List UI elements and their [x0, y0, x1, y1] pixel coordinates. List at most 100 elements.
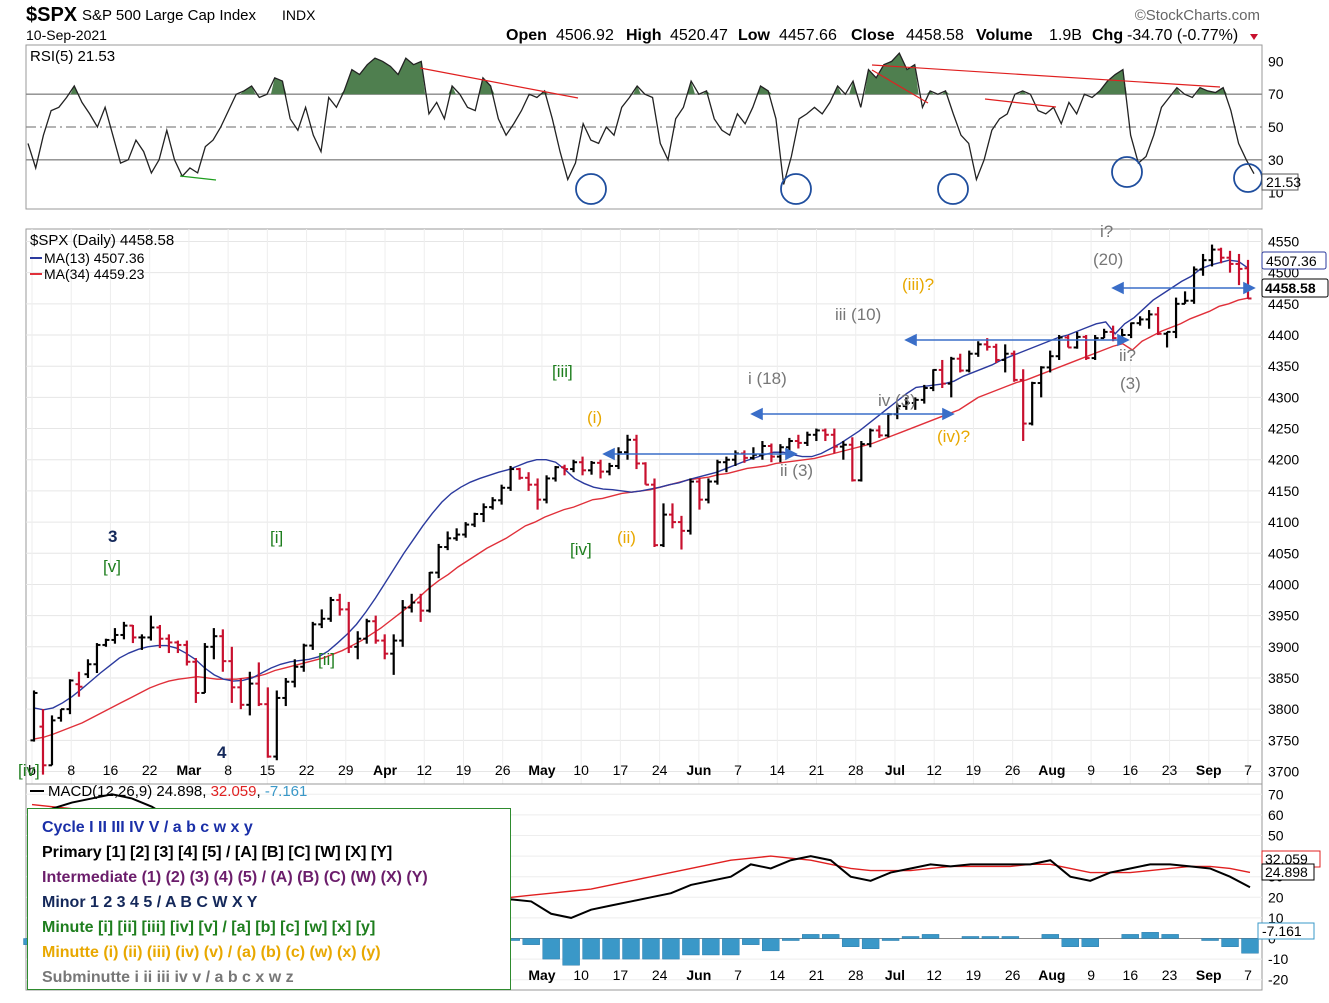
macd-tick-label: 50	[1268, 828, 1284, 844]
rsi-overbought-fill	[70, 86, 79, 95]
rsi-overbought-fill	[687, 81, 695, 95]
rsi-overbought-fill	[1018, 90, 1027, 95]
wave-label-v-minute: [v]	[103, 557, 121, 576]
low-value: 4457.66	[779, 27, 837, 44]
x-tick-label: Jun	[686, 762, 711, 778]
macd-x-tick-label: 7	[734, 967, 742, 983]
chg-label: Chg	[1092, 27, 1123, 44]
price-tick-label: 3800	[1268, 701, 1299, 717]
close-label: Close	[851, 27, 895, 44]
chg-value: -34.70 (-0.77%)	[1127, 27, 1238, 44]
macd-x-tick-label: 10	[573, 967, 589, 983]
rsi-overbought-fill	[849, 81, 857, 95]
legend-line-minutte: Minutte (i) (ii) (iii) (iv) (v) / (a) (b…	[42, 944, 381, 961]
wave-label-iv-minute-left: [iv]	[18, 761, 40, 780]
rsi-overbought-fill	[864, 53, 919, 95]
legend-line-subminutte: Subminutte i ii iii iv v / a b c x w z	[42, 969, 294, 986]
wave-label-ii-q: ii?	[1119, 346, 1136, 365]
x-tick-label: May	[528, 762, 555, 778]
macd-x-tick-label: 26	[1005, 967, 1021, 983]
legend-line-intermediate: Intermediate (1) (2) (3) (4) (5) / (A) (…	[42, 869, 428, 886]
price-frame	[25, 228, 1263, 785]
macd-x-tick-label: 21	[809, 967, 825, 983]
rsi-divergence-line-1	[419, 67, 579, 99]
x-tick-label: 26	[495, 762, 511, 778]
oversold-circle-4	[1111, 156, 1143, 188]
macd-x-tick-label: 24	[652, 967, 668, 983]
macd-histogram-bar	[841, 938, 860, 947]
x-tick-label: 16	[1123, 762, 1139, 778]
rsi-tick-label: 30	[1268, 152, 1284, 168]
x-tick-label: 17	[613, 762, 629, 778]
macd-histogram-bar	[881, 938, 900, 941]
legend-line-cycle: Cycle I II III IV V / a b c w x y	[42, 819, 253, 836]
wave-label-i18: i (18)	[748, 369, 787, 388]
legend-line-primary: Primary [1] [2] [3] [4] [5] / [A] [B] [C…	[42, 844, 393, 861]
wave-label-iii-minute: [iii]	[552, 362, 573, 381]
ma13-legend: MA(13) 4507.36	[44, 250, 145, 266]
arrow-head-3b	[1117, 333, 1130, 347]
x-tick-label: 12	[416, 762, 432, 778]
open-value: 4506.92	[556, 27, 614, 44]
macd-histogram-bar	[522, 938, 540, 945]
ma34-legend: MA(34) 4459.23	[44, 266, 145, 282]
macd-x-tick-label: Sep	[1196, 967, 1222, 983]
macd-x-tick-label: 19	[966, 967, 982, 983]
down-triangle-icon	[1250, 34, 1258, 40]
macd-histogram-bar	[542, 938, 560, 960]
ma13-value-label: 4507.36	[1266, 253, 1317, 269]
x-tick-label: 12	[926, 762, 942, 778]
rsi-annotations	[179, 64, 1263, 205]
macd-x-tick-label: 16	[1123, 967, 1139, 983]
macd-histogram-bar	[682, 938, 700, 956]
macd-histogram-bar	[981, 936, 1000, 939]
arrow-head-1a	[602, 447, 615, 461]
macd-histogram-bar	[921, 934, 940, 939]
price-tick-label: 4450	[1268, 296, 1299, 312]
rsi-overbought-fill	[479, 77, 495, 95]
wave-label-minor-3: 3	[108, 527, 117, 546]
chart-source: ©StockCharts.com	[1135, 7, 1260, 24]
price-tick-label: 4550	[1268, 233, 1299, 249]
macd-x-tick-label: Aug	[1038, 967, 1065, 983]
oversold-circle-2	[780, 173, 812, 205]
chart-date: 10-Sep-2021	[26, 27, 107, 43]
price-tick-label: 4400	[1268, 327, 1299, 343]
high-label: High	[626, 27, 662, 44]
rsi-divergence-line-4	[984, 98, 1057, 108]
rsi-divergence-line-2	[871, 64, 1221, 88]
macd-tick-label: -20	[1268, 972, 1288, 988]
price-panel: 4550450044504400435043004250420041504100…	[18, 222, 1329, 785]
x-tick-label: 8	[224, 762, 232, 778]
rsi-overbought-fill	[1095, 69, 1127, 95]
macd-histogram-bar	[1121, 934, 1139, 939]
macd-histogram-bar	[1061, 938, 1079, 947]
x-tick-label: Apr	[373, 762, 398, 778]
open-label: Open	[506, 27, 547, 44]
macd-histogram-bar	[702, 938, 720, 956]
chart-symbol: $SPX	[26, 4, 78, 26]
wave-labels: i (18) ii (3) iii (10) iv (3) i? (20) ii…	[18, 222, 1141, 780]
wave-label-ii-minute: [ii]	[318, 650, 335, 669]
quote-line: Open 4506.92 High 4520.47 Low 4457.66 Cl…	[506, 27, 1258, 44]
x-tick-label: 24	[652, 762, 668, 778]
oversold-circle-3	[937, 173, 969, 205]
x-tick-label: 10	[573, 762, 589, 778]
macd-tick-label: 70	[1268, 786, 1284, 802]
volume-label: Volume	[976, 27, 1033, 44]
macd-histogram-bar	[582, 938, 600, 960]
close-value-label: 4458.58	[1265, 280, 1316, 296]
chart-name: S&P 500 Large Cap Index	[82, 7, 257, 24]
macd-tick-label: 10	[1268, 910, 1284, 926]
price-tick-label: 3950	[1268, 608, 1299, 624]
price-tick-label: 4150	[1268, 483, 1299, 499]
macd-histogram-bar	[1221, 938, 1239, 947]
macd-histogram-bar	[742, 938, 760, 945]
x-tick-label: 7	[734, 762, 742, 778]
macd-histogram-bar	[1141, 932, 1159, 939]
x-tick-label: 22	[142, 762, 158, 778]
macd-histogram-bar	[662, 938, 680, 960]
price-tick-label: 4000	[1268, 576, 1299, 592]
rsi-value-label: 21.53	[1266, 174, 1301, 190]
